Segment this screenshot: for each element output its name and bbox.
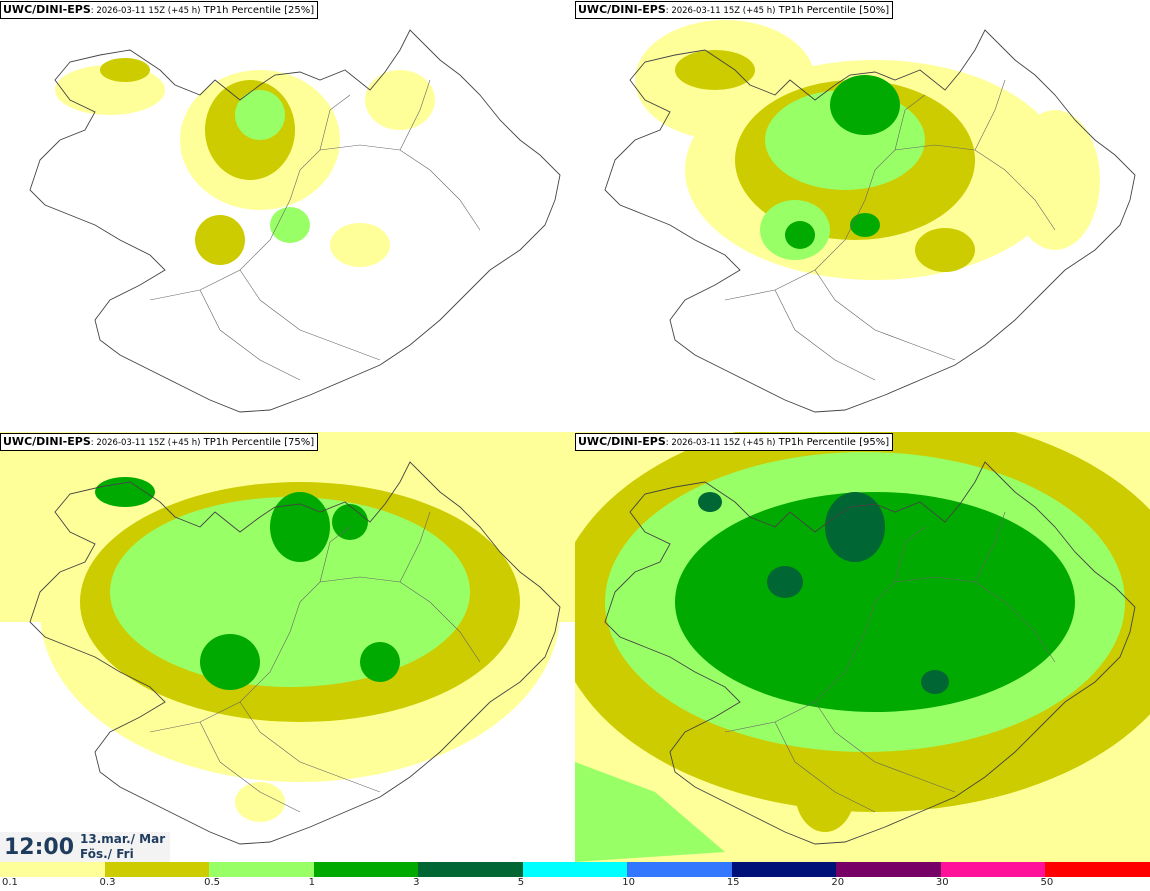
colorbar-tick-label: 30 [935,877,949,888]
precip-field [575,432,1150,862]
panel-run: : 2026-03-11 15Z (+45 h) [665,6,776,16]
colorbar-labels: 0.1 0.3 0.5 1 3 5 10 15 20 30 50 [0,877,1150,891]
valid-date-line2: Fös./ Fri [80,847,134,861]
panel-parameter: TP1h Percentile [75%] [200,437,315,448]
panel-parameter: TP1h Percentile [50%] [775,5,890,16]
precip-map-75 [0,432,575,845]
colorbar-tick-label: 50 [1040,877,1054,888]
colorbar-segment [731,862,837,877]
colorbar-segment [418,862,524,877]
precip-map-50 [604,20,1136,413]
precip-field [635,20,1100,280]
panel-run: : 2026-03-11 15Z (+45 h) [665,438,776,448]
colorbar-tick-label: 5 [517,877,525,888]
panel-source: UWC/DINI-EPS [3,435,91,448]
valid-time-box: 12:00 13.mar./ Mar Fös./ Fri [0,832,170,862]
colorbar-segment [627,862,733,877]
map-panel-50: UWC/DINI-EPS: 2026-03-11 15Z (+45 h) TP1… [575,0,1150,430]
colorbar-segment [522,862,628,877]
panel-title: UWC/DINI-EPS: 2026-03-11 15Z (+45 h) TP1… [0,433,319,451]
colorbar-tick-label: 10 [622,877,635,888]
map-panel-95: UWC/DINI-EPS: 2026-03-11 15Z (+45 h) TP1… [575,432,1150,862]
panel-title: UWC/DINI-EPS: 2026-03-11 15Z (+45 h) TP1… [575,1,894,19]
colorbar-tick-label: 20 [831,877,845,888]
colorbar-segment [104,862,210,877]
valid-date-line1: 13.mar./ Mar [80,832,166,846]
panel-run: : 2026-03-11 15Z (+45 h) [90,6,201,16]
panel-run: : 2026-03-11 15Z (+45 h) [90,438,201,448]
map-panel-25: UWC/DINI-EPS: 2026-03-11 15Z (+45 h) TP1… [0,0,575,430]
valid-time-date: 13.mar./ Mar Fös./ Fri [80,832,165,862]
colorbar-tick-label: 1 [308,877,315,888]
panel-title: UWC/DINI-EPS: 2026-03-11 15Z (+45 h) TP1… [575,433,894,451]
colorbar-segment [0,862,105,877]
valid-time-clock: 12:00 [4,835,75,860]
precip-field [0,432,575,822]
colorbar-tick-label: 15 [726,877,740,888]
panel-source: UWC/DINI-EPS [578,435,666,448]
precip-map-95 [575,432,1150,862]
colorbar-tick-label: 0.1 [2,877,18,888]
panel-title: UWC/DINI-EPS: 2026-03-11 15Z (+45 h) TP1… [0,1,319,19]
panel-parameter: TP1h Percentile [95%] [775,437,890,448]
panel-source: UWC/DINI-EPS [578,3,666,16]
colorbar-segment [1045,862,1150,877]
colorbar-tick-label: 0.5 [204,877,220,888]
panel-source: UWC/DINI-EPS [3,3,91,16]
colorbar-segment [313,862,419,877]
colorbar-tick-label: 3 [413,877,420,888]
colorbar-segment [209,862,315,877]
colorbar [0,862,1150,877]
panel-parameter: TP1h Percentile [25%] [200,5,315,16]
map-panel-75: UWC/DINI-EPS: 2026-03-11 15Z (+45 h) TP1… [0,432,575,862]
colorbar-segment [836,862,942,877]
precip-map-25 [29,29,561,413]
colorbar-tick-label: 0.3 [99,877,116,888]
precip-field [55,58,435,267]
colorbar-segment [940,862,1046,877]
